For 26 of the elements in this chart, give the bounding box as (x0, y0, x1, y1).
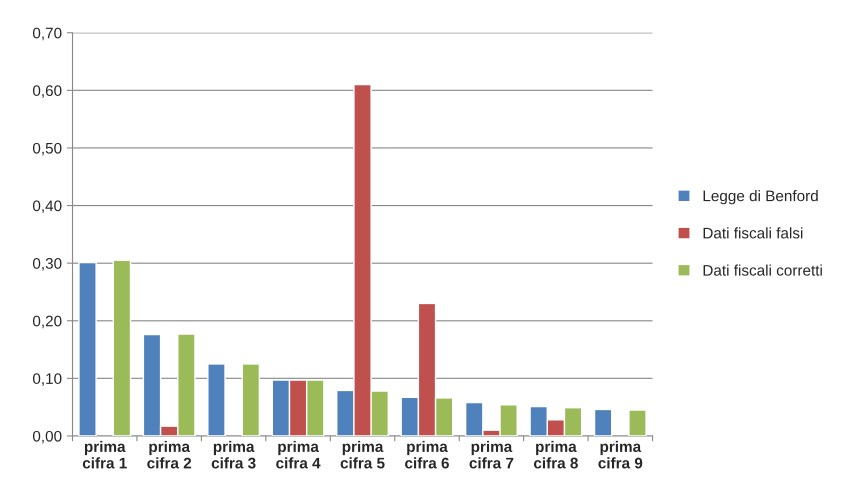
bar (594, 408, 612, 436)
y-tick-label: 0,20 (32, 316, 62, 328)
x-tick-label: prima cifra 8 (534, 440, 578, 468)
y-tick-label: 0,70 (32, 28, 62, 40)
x-tick-label: prima cifra 6 (405, 440, 449, 468)
y-tick-label: 0,10 (32, 373, 62, 386)
x-tick-label: prima cifra 2 (147, 440, 192, 468)
x-tick-label: prima cifra 9 (598, 440, 642, 468)
legend-label: Dati fiscali corretti (704, 264, 822, 276)
x-tick-label: prima cifra 7 (470, 440, 514, 468)
bar (112, 260, 132, 436)
legend-label: Legge di Benford (704, 190, 818, 204)
bar (628, 409, 647, 436)
y-tick-label: 0,60 (32, 85, 62, 98)
legend-label: Dati fiscali falsi (704, 227, 802, 238)
y-tick-label: 0,30 (32, 258, 62, 271)
bar (242, 363, 260, 436)
y-tick-label: 0,50 (32, 142, 62, 156)
x-tick-label: prima cifra 1 (82, 440, 127, 468)
bar (207, 363, 226, 436)
bar (78, 262, 97, 436)
x-tick-label: prima cifra 5 (340, 440, 385, 468)
y-tick-label: 0,40 (32, 200, 62, 214)
y-tick-label: 0,00 (32, 430, 62, 444)
x-tick-label: prima cifra 4 (276, 440, 320, 468)
x-tick-label: prima cifra 3 (212, 440, 256, 469)
